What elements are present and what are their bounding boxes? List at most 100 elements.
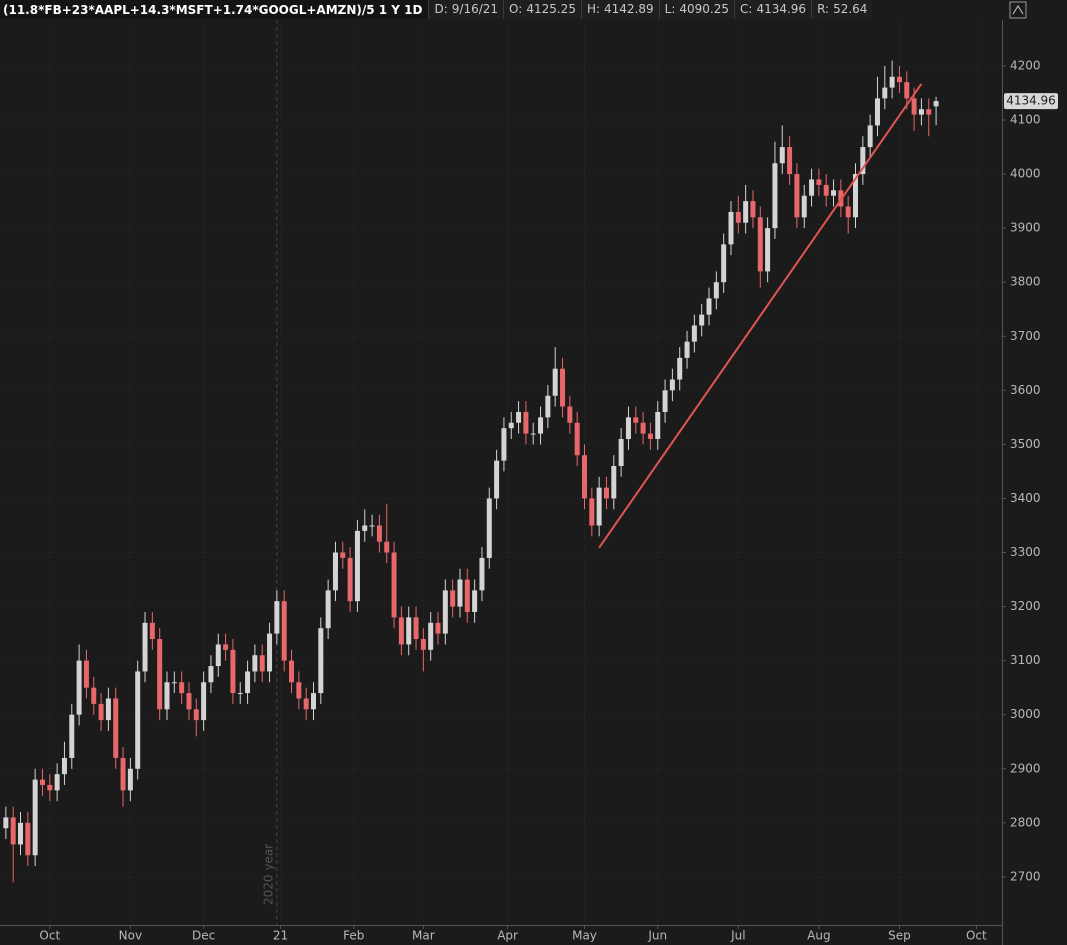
y-tick-label: 2900 (1010, 761, 1041, 775)
candle-body (25, 822, 31, 856)
candle-body (508, 422, 514, 429)
candle-body (267, 633, 273, 672)
candle-body (486, 498, 492, 558)
candle-body (376, 525, 382, 542)
candle-body (105, 698, 111, 721)
candle-body (354, 530, 360, 602)
candle-body (281, 601, 287, 661)
trendline (598, 83, 923, 549)
candle-body (435, 622, 441, 634)
candle-body (61, 757, 67, 775)
candle-body (574, 422, 580, 456)
header-label: D: (434, 2, 448, 16)
candle-body (479, 557, 485, 591)
candle-body (523, 411, 529, 434)
candle-body (794, 174, 800, 218)
candle-body (120, 757, 126, 791)
y-tick-label: 4000 (1010, 167, 1041, 181)
candle-body (823, 184, 829, 196)
candle-body (230, 649, 236, 694)
last-price-label: 4134.96 (1006, 94, 1056, 108)
y-tick-label: 3200 (1010, 599, 1041, 613)
x-tick-label: May (572, 929, 597, 943)
candle-body (633, 417, 639, 423)
candle-body (47, 784, 53, 791)
candle-body (164, 682, 170, 710)
candle-body (618, 438, 624, 467)
header-label: L: (664, 2, 676, 16)
candle-body (603, 487, 609, 499)
candle-body (743, 201, 749, 223)
candle-body (428, 622, 434, 650)
y-tick-label: 4100 (1010, 113, 1041, 127)
x-tick-label: Nov (119, 929, 142, 943)
candle-body (406, 617, 412, 645)
candle-body (332, 552, 338, 591)
candle-body (127, 768, 133, 791)
candle-body (149, 622, 155, 640)
candle-body (259, 655, 265, 672)
annotation: 2020 year (261, 844, 275, 905)
candle-body (325, 590, 331, 629)
candle-body (911, 98, 917, 115)
y-tick-label: 3800 (1010, 275, 1041, 289)
candle-body (83, 660, 89, 688)
header: (11.8*FB+23*AAPL+14.3*MSFT+1.74*GOOGL+AM… (0, 0, 873, 19)
candle-body (721, 244, 727, 283)
x-tick-label: 21 (273, 929, 288, 943)
candle-body (582, 455, 587, 499)
candle-body (596, 487, 602, 526)
y-tick-label: 3400 (1010, 491, 1041, 505)
candle-body (245, 671, 251, 694)
candle-body (765, 228, 771, 272)
candle-body (772, 163, 778, 229)
candle-body (237, 693, 243, 695)
candle-body (589, 498, 595, 526)
candle-body (845, 206, 851, 218)
x-tick-label: Aug (807, 929, 830, 943)
candle-body (193, 709, 199, 721)
x-tick-label: Jun (647, 929, 667, 943)
y-tick-label: 3600 (1010, 383, 1041, 397)
candle-body (501, 428, 507, 461)
candle-body (545, 395, 551, 418)
candle-body (640, 422, 646, 434)
candle-body (904, 82, 910, 99)
candle-body (391, 552, 397, 618)
candle-body (684, 341, 690, 358)
candle-body (933, 101, 939, 107)
candle-body (567, 406, 573, 423)
header-item: O: 4125.25 (503, 0, 581, 19)
candle-body (750, 201, 756, 218)
x-tick-label: Sep (888, 929, 911, 943)
icon-frame[interactable] (1009, 1, 1027, 19)
header-label: C: (740, 2, 753, 16)
header-label: O: (509, 2, 523, 16)
candle-body (896, 76, 902, 83)
candle-body (318, 628, 324, 694)
icon-glyph[interactable] (1012, 5, 1024, 15)
candle-body (76, 660, 82, 715)
candle-body (757, 217, 763, 272)
x-tick-label: Jul (730, 929, 745, 943)
header-item: C: 4134.96 (734, 0, 812, 19)
candle-body (669, 379, 675, 391)
header-value: 4142.89 (604, 2, 654, 16)
settings-icon[interactable] (1009, 1, 1027, 19)
candle-body (3, 817, 9, 829)
y-tick-label: 3700 (1010, 329, 1041, 343)
candle-body (860, 147, 866, 175)
candle-body (398, 617, 404, 645)
candle-body (889, 76, 895, 88)
candle-body (223, 644, 229, 650)
candle-body (801, 195, 807, 218)
candle-body (735, 211, 741, 223)
candle-body (420, 639, 426, 650)
header-label: R: (817, 2, 830, 16)
candle-body (201, 682, 207, 721)
last-price-box (1004, 93, 1058, 110)
candle-body (113, 698, 119, 758)
candle-body (157, 639, 163, 710)
